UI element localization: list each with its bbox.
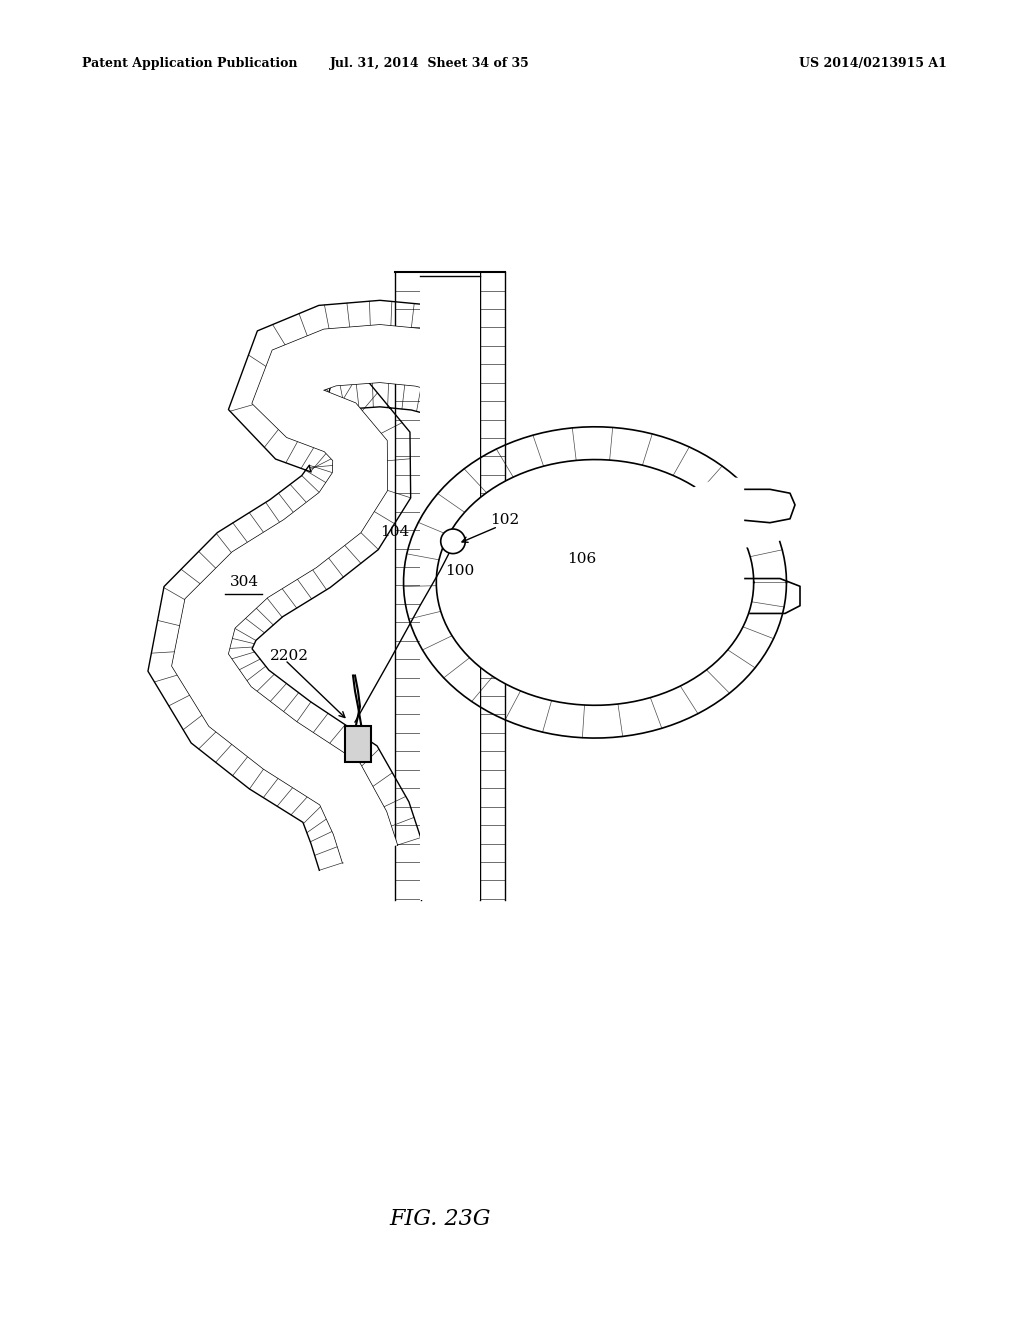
- Ellipse shape: [436, 459, 754, 705]
- Polygon shape: [172, 325, 457, 863]
- Text: 102: 102: [490, 513, 519, 527]
- Circle shape: [440, 529, 465, 553]
- Text: US 2014/0213915 A1: US 2014/0213915 A1: [799, 57, 946, 70]
- Text: 104: 104: [380, 525, 410, 539]
- Text: FIG. 23G: FIG. 23G: [389, 1208, 492, 1230]
- Text: Jul. 31, 2014  Sheet 34 of 35: Jul. 31, 2014 Sheet 34 of 35: [330, 57, 530, 70]
- Text: 100: 100: [445, 564, 474, 578]
- Text: 304: 304: [230, 576, 259, 589]
- Text: 106: 106: [567, 552, 596, 566]
- Polygon shape: [420, 272, 480, 900]
- Bar: [345, 726, 371, 762]
- Ellipse shape: [674, 478, 807, 548]
- Text: Patent Application Publication: Patent Application Publication: [82, 57, 297, 70]
- Text: 2202: 2202: [270, 649, 309, 663]
